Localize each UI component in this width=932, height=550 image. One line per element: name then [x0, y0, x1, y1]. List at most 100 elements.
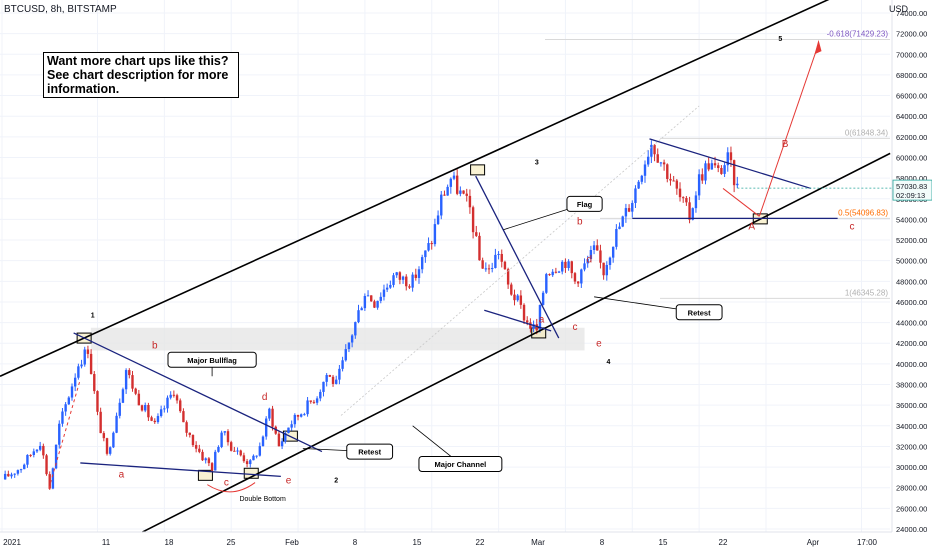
candle-body: [678, 188, 682, 198]
candle-body: [564, 261, 567, 268]
candle-body: [188, 432, 191, 435]
candle-body: [163, 408, 166, 410]
candle-body: [685, 198, 688, 203]
candle-body: [392, 275, 395, 285]
y-tick-label: 34000.00: [896, 422, 927, 431]
wave-dotted-line: [340, 105, 700, 416]
candle-body: [640, 175, 644, 182]
wave-label: 3: [535, 160, 539, 167]
candle-body: [131, 375, 134, 389]
candle-body: [261, 436, 265, 447]
candle-body: [70, 386, 74, 398]
wave-label: 4: [606, 359, 610, 366]
candle-body: [175, 395, 179, 401]
candle-body: [16, 470, 20, 474]
wave-label: 5: [778, 36, 782, 43]
candle-body: [264, 418, 268, 437]
flag-upper-line: [475, 175, 560, 339]
projection-leg-5: [758, 43, 819, 217]
candle-body: [335, 379, 338, 384]
candle-body: [586, 259, 589, 264]
candle-body: [643, 164, 647, 176]
candle-body: [115, 415, 118, 433]
candle-body: [220, 432, 223, 447]
candle-body: [169, 394, 172, 398]
candle-body: [519, 295, 523, 305]
candle-body: [567, 261, 570, 268]
candle-body: [338, 368, 341, 380]
candle-body: [570, 261, 573, 274]
candle-body: [459, 190, 462, 194]
candle-body: [38, 445, 42, 450]
candle-body: [720, 167, 723, 174]
candle-body: [198, 448, 201, 452]
candle-body: [650, 144, 653, 157]
candle-body: [605, 264, 609, 276]
bullflag-lower-line: [80, 462, 281, 478]
y-tick-label: 30000.00: [896, 463, 927, 472]
candle-body: [478, 235, 481, 261]
candle-body: [682, 197, 685, 199]
candle-body: [48, 474, 51, 489]
x-axis[interactable]: 2021 11 18 25 Feb 8 15 22 Mar 8 15 22 Apr 17:00: [0, 531, 892, 547]
candle-body: [293, 414, 297, 425]
candle-body: [96, 391, 99, 412]
candle-body: [277, 433, 281, 447]
y-tick-label: 32000.00: [896, 442, 927, 451]
candle-body: [54, 444, 58, 469]
candle-body: [51, 468, 55, 489]
symbol-title[interactable]: BTCUSD, 8h, BITSTAMP: [4, 4, 117, 15]
fib-levels: -0.618(71429.23) 0(61848.34) 0.5(54096.83)…: [545, 30, 890, 299]
wave-label: 2: [334, 478, 338, 485]
projection-arrowhead: [814, 39, 822, 55]
candle-body: [631, 202, 634, 212]
candle-body: [675, 180, 679, 189]
candle-body: [214, 451, 217, 471]
candle-body: [646, 156, 650, 165]
touch-box: [531, 327, 547, 339]
candle-body: [312, 401, 316, 403]
candle-body: [207, 458, 211, 464]
y-tick-label: 52000.00: [896, 236, 927, 245]
candle-body: [401, 276, 405, 280]
candle-body: [3, 473, 7, 480]
candle-body: [35, 449, 39, 452]
candle-body: [223, 431, 227, 433]
candle-body: [408, 286, 411, 288]
candle-body: [385, 287, 389, 290]
wave-label: A: [748, 222, 755, 233]
candle-body: [611, 246, 615, 258]
candle-body: [45, 455, 48, 475]
candle-body: [529, 322, 532, 329]
candle-body: [599, 250, 602, 263]
candle-body: [147, 404, 150, 418]
candle-body: [172, 394, 176, 396]
y-tick-label: 74000.00: [896, 9, 927, 18]
candle-body: [732, 160, 736, 186]
y-axis[interactable]: 24000.00 26000.00 28000.00 30000.00 32000.00…: [891, 0, 932, 550]
wave-label: b: [577, 217, 583, 228]
candle-body: [420, 257, 424, 270]
candle-body: [691, 208, 694, 220]
candle-body: [471, 207, 475, 233]
candle-body: [516, 295, 519, 301]
candle-body: [363, 296, 367, 309]
candle-body: [701, 174, 704, 181]
candle-body: [669, 178, 672, 181]
candle-body: [328, 375, 332, 377]
candle-body: [637, 181, 640, 189]
candle-body: [475, 232, 478, 236]
x-tick-label: Apr: [807, 538, 820, 547]
bullflag-upper-line: [73, 332, 323, 453]
candle-body: [42, 445, 45, 456]
candle-body: [19, 469, 23, 471]
callout-box: [566, 195, 603, 212]
x-tick-label: Mar: [531, 538, 545, 547]
candle-body: [723, 165, 726, 174]
wave-label: e: [596, 338, 602, 349]
x-tick-label: 17:00: [857, 538, 878, 547]
candle-body: [159, 409, 163, 417]
price-tag-box: [892, 179, 932, 201]
wave1-dashed-line: [48, 379, 81, 489]
